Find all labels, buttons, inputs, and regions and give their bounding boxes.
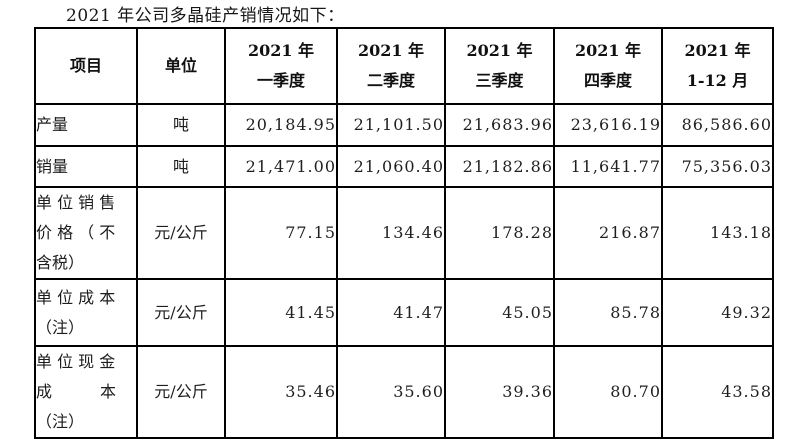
value-cell: 21,683.96 [444,103,555,147]
production-sales-table: 项目 单位 2021 年 一季度 2021 年 二季度 2021 年 三季度 2… [34,27,774,439]
item-cell: 销量 [34,145,138,188]
unit-cell: 吨 [136,145,226,188]
value-cell: 23,616.19 [553,103,663,147]
value-cell: 21,101.50 [336,103,446,147]
header-2021-q1: 2021 年 一季度 [224,27,338,105]
value-cell: 35.46 [224,345,338,439]
value-cell: 39.36 [444,345,555,439]
table-row-unit-cost: 单 位 成 本 （注） 元/公斤 41.45 41.47 45.05 85.78… [34,278,774,347]
header-item: 项目 [34,27,138,105]
value-cell: 75,356.03 [661,145,774,188]
header-2021-q4: 2021 年 四季度 [553,27,663,105]
value-cell: 21,182.86 [444,145,555,188]
value-cell: 143.18 [661,186,774,280]
value-cell: 178.28 [444,186,555,280]
table-row-unit-selling-price: 单 位 销 售 价 格 （ 不 含税） 元/公斤 77.15 134.46 17… [34,186,774,280]
value-cell: 45.05 [444,278,555,347]
value-cell: 80.70 [553,345,663,439]
table-row-unit-cash-cost: 单 位 现 金 成 本 （注） 元/公斤 35.46 35.60 39.36 8… [34,345,774,439]
value-cell: 77.15 [224,186,338,280]
header-2021-q3: 2021 年 三季度 [444,27,555,105]
item-cell: 产量 [34,103,138,147]
header-2021-q2: 2021 年 二季度 [336,27,446,105]
header-unit: 单位 [136,27,226,105]
header-row: 项目 单位 2021 年 一季度 2021 年 二季度 2021 年 三季度 2… [34,27,774,105]
unit-cell: 元/公斤 [136,345,226,439]
page-title: 2021 年公司多晶硅产销情况如下： [66,6,345,26]
value-cell: 85.78 [553,278,663,347]
value-cell: 11,641.77 [553,145,663,188]
unit-cell: 元/公斤 [136,278,226,347]
value-cell: 134.46 [336,186,446,280]
header-2021-full-year: 2021 年 1-12 月 [661,27,774,105]
value-cell: 86,586.60 [661,103,774,147]
value-cell: 216.87 [553,186,663,280]
value-cell: 41.47 [336,278,446,347]
table-row-production: 产量 吨 20,184.95 21,101.50 21,683.96 23,61… [34,103,774,147]
unit-cell: 吨 [136,103,226,147]
value-cell: 49.32 [661,278,774,347]
value-cell: 41.45 [224,278,338,347]
item-cell: 单 位 销 售 价 格 （ 不 含税） [34,186,138,280]
value-cell: 20,184.95 [224,103,338,147]
unit-cell: 元/公斤 [136,186,226,280]
value-cell: 21,471.00 [224,145,338,188]
table-row-sales: 销量 吨 21,471.00 21,060.40 21,182.86 11,64… [34,145,774,188]
value-cell: 21,060.40 [336,145,446,188]
item-cell: 单 位 成 本 （注） [34,278,138,347]
value-cell: 35.60 [336,345,446,439]
value-cell: 43.58 [661,345,774,439]
item-cell: 单 位 现 金 成 本 （注） [34,345,138,439]
